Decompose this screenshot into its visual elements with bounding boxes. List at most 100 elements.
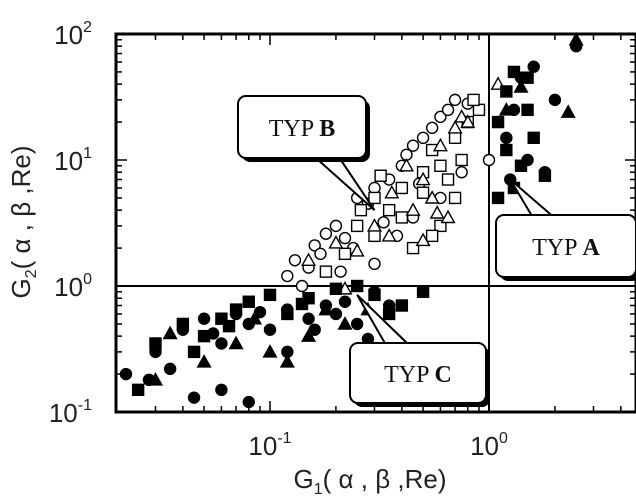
data-point-filled-circle <box>119 367 133 381</box>
data-point-open-circle <box>319 227 333 240</box>
data-point-filled-triangle <box>301 328 317 342</box>
data-point-filled-triangle <box>262 344 278 358</box>
data-point-filled-square <box>295 297 309 311</box>
data-point-filled-square <box>176 317 190 331</box>
data-point-filled-triangle <box>498 102 514 116</box>
data-point-filled-square <box>229 303 243 316</box>
data-point-filled-circle <box>187 391 201 404</box>
data-point-open-triangle <box>405 202 421 216</box>
data-point-filled-square <box>242 295 255 308</box>
callout-box <box>349 342 487 404</box>
data-point-filled-square <box>521 103 534 117</box>
data-point-open-triangle <box>429 205 445 219</box>
data-point-filled-circle <box>242 395 255 409</box>
data-point-open-square <box>350 219 364 233</box>
data-point-open-circle <box>455 166 468 179</box>
data-point-open-circle <box>334 265 347 278</box>
data-point-filled-square <box>350 279 364 293</box>
y-tick-labels: 10-1 100 101 102 <box>49 19 92 428</box>
x-axis-label: G1( α , β ,Re) <box>293 464 446 498</box>
data-point-open-triangle <box>349 243 365 257</box>
y-tick-label: 102 <box>54 19 92 50</box>
data-points <box>119 31 584 409</box>
data-point-open-circle <box>406 139 420 152</box>
data-point-open-circle <box>368 257 381 271</box>
data-point-filled-square <box>263 288 277 302</box>
data-point-open-circle <box>281 269 294 283</box>
data-point-open-triangle <box>460 114 476 128</box>
data-point-open-circle <box>425 121 439 135</box>
data-point-open-triangle <box>415 171 431 186</box>
data-point-filled-circle <box>302 312 315 325</box>
data-point-open-triangle <box>440 209 456 224</box>
data-point-open-circle <box>482 153 496 167</box>
data-point-filled-triangle <box>318 301 334 316</box>
data-point-open-triangle <box>384 184 400 199</box>
data-point-filled-triangle <box>147 372 164 386</box>
data-point-open-circle <box>308 239 321 252</box>
data-point-filled-square <box>514 159 528 172</box>
callout-label: TYP B <box>269 116 335 142</box>
callout-box <box>495 214 636 278</box>
y-axis-label: G2( α , β ,Re) <box>6 145 40 298</box>
callouts: TYP B TYP A TYP C <box>237 95 636 407</box>
data-point-filled-circle <box>163 362 177 376</box>
data-point-filled-square <box>395 299 409 312</box>
data-point-filled-square <box>538 169 552 182</box>
data-point-open-circle <box>329 219 343 233</box>
data-point-filled-circle <box>527 60 540 73</box>
data-point-filled-square <box>215 312 228 325</box>
data-point-filled-square <box>281 307 294 321</box>
data-point-open-circle <box>338 231 352 245</box>
data-point-filled-circle <box>215 383 228 397</box>
data-point-filled-square <box>500 85 513 98</box>
data-point-filled-square <box>416 285 430 298</box>
data-point-open-circle <box>288 254 302 267</box>
data-point-open-square <box>441 173 455 186</box>
data-point-open-triangle <box>328 235 344 249</box>
data-point-filled-square <box>187 345 201 359</box>
minor-ticks <box>116 34 636 412</box>
data-point-filled-square <box>131 383 145 397</box>
callout-label: TYP A <box>532 235 600 261</box>
data-point-filled-square <box>507 65 521 79</box>
data-point-open-triangle <box>398 157 415 172</box>
data-point-open-circle <box>448 93 462 107</box>
data-point-open-square <box>382 203 396 217</box>
data-point-open-square <box>395 211 409 224</box>
data-point-filled-triangle <box>279 354 295 368</box>
data-point-open-square <box>448 131 462 145</box>
data-point-open-square <box>467 93 480 107</box>
data-point-filled-square <box>491 191 505 205</box>
x-tick-labels: 10-1 100 <box>248 430 508 461</box>
data-point-filled-triangle <box>247 310 263 325</box>
data-point-filled-circle <box>500 131 513 145</box>
data-point-filled-square <box>491 115 505 129</box>
data-point-filled-circle <box>263 323 277 336</box>
data-point-filled-triangle <box>560 104 576 118</box>
data-point-filled-circle <box>338 295 352 308</box>
data-point-open-triangle <box>415 232 431 247</box>
y-tick-label: 101 <box>54 145 92 176</box>
data-point-open-circle <box>314 247 327 261</box>
callout-box <box>237 95 367 159</box>
data-point-open-triangle <box>366 218 383 232</box>
data-point-filled-square <box>149 337 162 350</box>
data-point-open-triangle <box>432 137 448 152</box>
data-point-filled-circle <box>350 317 364 331</box>
data-point-filled-triangle <box>196 354 212 368</box>
data-point-open-square <box>368 191 381 205</box>
data-point-open-triangle <box>424 190 440 204</box>
y-tick-label: 100 <box>54 271 92 302</box>
data-point-filled-triangle <box>513 79 529 93</box>
data-point-filled-triangle <box>162 325 178 340</box>
data-point-open-circle <box>377 216 390 229</box>
data-point-open-square <box>338 247 352 261</box>
data-point-open-square <box>374 169 387 182</box>
data-point-filled-square <box>521 71 534 84</box>
data-point-open-square <box>416 186 430 199</box>
data-point-open-triangle <box>301 252 317 267</box>
data-point-open-circle <box>416 131 430 145</box>
data-point-open-square <box>395 181 409 195</box>
